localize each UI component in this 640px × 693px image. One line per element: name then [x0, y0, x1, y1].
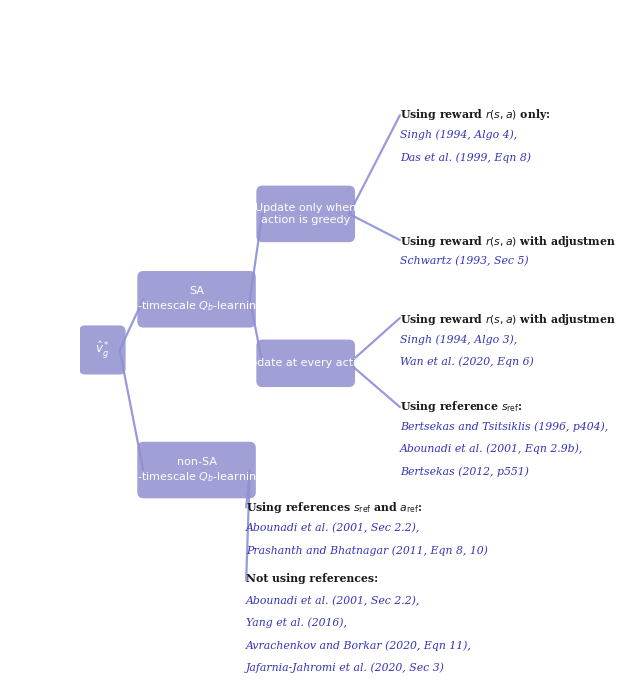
Text: Das et al. (1999, Eqn 8): Das et al. (1999, Eqn 8): [400, 152, 531, 163]
Text: SA
(2-timescale $Q_b$-learning): SA (2-timescale $Q_b$-learning): [125, 286, 268, 313]
Text: Bertsekas (2012, p551): Bertsekas (2012, p551): [400, 466, 529, 477]
Text: Yang et al. (2016),: Yang et al. (2016),: [246, 618, 347, 629]
Text: Abounadi et al. (2001, Eqn 2.9b),: Abounadi et al. (2001, Eqn 2.9b),: [400, 444, 583, 455]
Text: Avrachenkov and Borkar (2020, Eqn 11),: Avrachenkov and Borkar (2020, Eqn 11),: [246, 640, 472, 651]
Text: Using reward $r(s, a)$ with adjustmen: Using reward $r(s, a)$ with adjustmen: [400, 312, 616, 326]
Text: Jafarnia-Jahromi et al. (2020, Sec 3): Jafarnia-Jahromi et al. (2020, Sec 3): [246, 663, 445, 673]
FancyBboxPatch shape: [257, 186, 355, 242]
FancyBboxPatch shape: [138, 271, 256, 328]
Text: Update at every action: Update at every action: [242, 358, 370, 368]
FancyBboxPatch shape: [79, 326, 125, 374]
Text: Wan et al. (2020, Eqn 6): Wan et al. (2020, Eqn 6): [400, 356, 534, 367]
Text: Singh (1994, Algo 3),: Singh (1994, Algo 3),: [400, 334, 517, 344]
Text: Schwartz (1993, Sec 5): Schwartz (1993, Sec 5): [400, 256, 529, 266]
Text: Update only when
action is greedy: Update only when action is greedy: [255, 202, 356, 225]
Text: non-SA
(1-timescale $Q_b$-learning): non-SA (1-timescale $Q_b$-learning): [125, 457, 268, 484]
Text: Using reference $s_{\mathrm{ref}}$:: Using reference $s_{\mathrm{ref}}$:: [400, 399, 522, 414]
Text: Abounadi et al. (2001, Sec 2.2),: Abounadi et al. (2001, Sec 2.2),: [246, 595, 420, 606]
Text: Using references $s_{\mathrm{ref}}$ and $a_{\mathrm{ref}}$:: Using references $s_{\mathrm{ref}}$ and …: [246, 500, 422, 516]
FancyBboxPatch shape: [138, 441, 256, 498]
FancyBboxPatch shape: [257, 340, 355, 387]
Text: Using reward $r(s, a)$ only:: Using reward $r(s, a)$ only:: [400, 107, 550, 122]
Text: Bertsekas and Tsitsiklis (1996, p404),: Bertsekas and Tsitsiklis (1996, p404),: [400, 421, 608, 432]
Text: Abounadi et al. (2001, Sec 2.2),: Abounadi et al. (2001, Sec 2.2),: [246, 523, 420, 533]
Text: Prashanth and Bhatnagar (2011, Eqn 8, 10): Prashanth and Bhatnagar (2011, Eqn 8, 10…: [246, 545, 488, 556]
Text: Singh (1994, Algo 4),: Singh (1994, Algo 4),: [400, 130, 517, 140]
Text: Not using references:: Not using references:: [246, 573, 378, 584]
Text: $\hat{v}_g^*$: $\hat{v}_g^*$: [95, 340, 109, 360]
Text: Using reward $r(s, a)$ with adjustmen: Using reward $r(s, a)$ with adjustmen: [400, 234, 616, 249]
